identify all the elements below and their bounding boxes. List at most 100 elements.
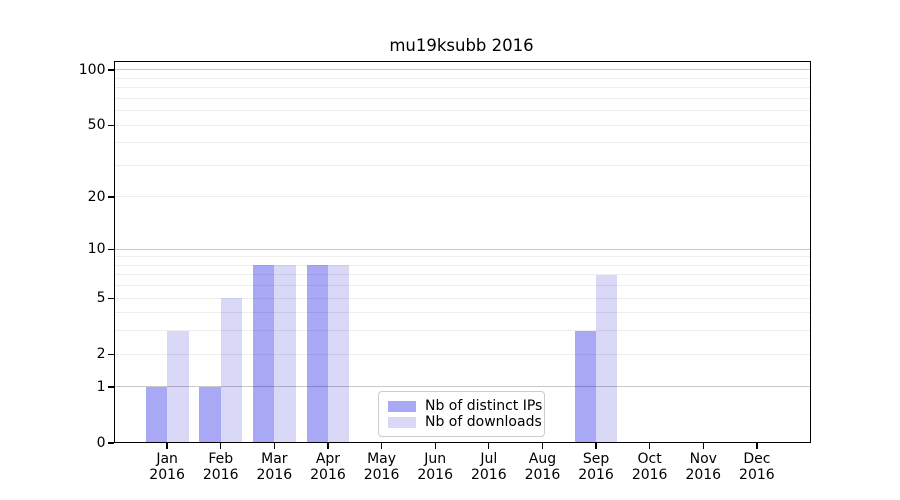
legend-swatch-downloads xyxy=(388,416,416,428)
y-gridline-minor xyxy=(113,196,811,198)
x-tick-label-line: Aug xyxy=(528,451,557,467)
x-tick-label: Dec 2016 xyxy=(722,451,792,483)
x-tick-label-line: 2016 xyxy=(202,467,239,483)
x-tick-label: Jan 2016 xyxy=(132,451,202,483)
x-tick-label-line: Apr xyxy=(315,451,341,467)
x-tick-label: Feb 2016 xyxy=(186,451,256,483)
y-tick xyxy=(107,248,114,250)
x-tick-label-line: Jun xyxy=(424,451,447,467)
y-gridline-minor xyxy=(113,110,811,112)
x-tick-label-line: Sep xyxy=(582,451,610,467)
bar-downloads xyxy=(327,265,350,443)
bar-downloads xyxy=(167,330,189,443)
x-tick-label: May 2016 xyxy=(347,451,417,483)
x-tick-label: Apr 2016 xyxy=(293,451,363,483)
legend-item-downloads: Nb of downloads xyxy=(388,414,542,430)
x-tick-label-line: Nov xyxy=(689,451,717,467)
y-tick xyxy=(107,69,114,71)
x-tick xyxy=(649,443,651,449)
x-tick xyxy=(756,443,758,449)
y-tick xyxy=(107,297,114,299)
y-gridline-major xyxy=(113,386,811,388)
bar-distinct-ips xyxy=(145,386,168,443)
y-tick-label: 0 xyxy=(96,435,106,451)
y-tick xyxy=(107,196,114,198)
x-tick-label-line: 2016 xyxy=(631,467,668,483)
y-gridline-minor xyxy=(113,312,811,314)
x-tick xyxy=(273,443,275,449)
y-gridline-major xyxy=(113,69,811,71)
x-tick-label-line: 2016 xyxy=(256,467,293,483)
x-tick xyxy=(541,443,544,449)
y-gridline-minor xyxy=(113,297,811,299)
bar-distinct-ips xyxy=(199,386,221,443)
y-gridline-minor xyxy=(113,264,811,266)
legend-label-distinct-ips: Nb of distinct IPs xyxy=(425,398,543,414)
y-gridline-minor xyxy=(113,256,811,258)
x-tick-label-line: 2016 xyxy=(578,467,614,483)
legend-swatch-distinct-ips xyxy=(388,400,416,412)
y-gridline-minor xyxy=(113,330,811,332)
x-tick xyxy=(220,443,222,449)
y-gridline-minor xyxy=(113,77,811,79)
y-gridline-major xyxy=(113,248,811,250)
bar-downloads xyxy=(596,274,618,443)
x-tick-label-line: Oct xyxy=(637,451,662,467)
bar-downloads xyxy=(274,265,296,443)
x-tick-label-line: May xyxy=(367,451,397,467)
x-tick-label-line: 2016 xyxy=(363,467,400,483)
y-tick xyxy=(107,124,114,126)
x-tick-label-line: Feb xyxy=(208,451,234,467)
x-tick-label-line: 2016 xyxy=(149,467,185,483)
y-tick-label: 100 xyxy=(78,61,106,78)
x-tick xyxy=(434,443,436,449)
x-tick-label-line: Jan xyxy=(156,451,178,467)
chart-title: mu19ksubb 2016 xyxy=(389,36,534,55)
x-tick-label-line: Dec xyxy=(743,451,771,467)
y-tick-label: 50 xyxy=(87,117,106,134)
y-tick-label: 10 xyxy=(87,241,106,258)
x-tick xyxy=(702,443,704,449)
x-tick-label: Mar 2016 xyxy=(239,451,309,483)
y-tick xyxy=(107,442,114,444)
x-tick-label-line: Mar xyxy=(261,451,288,467)
plot-area xyxy=(113,61,811,443)
legend: Nb of distinct IPs Nb of downloads xyxy=(378,391,545,437)
y-tick xyxy=(107,353,114,355)
x-tick-label: Nov 2016 xyxy=(668,451,738,483)
x-tick xyxy=(595,443,597,449)
x-tick-label: Jul 2016 xyxy=(454,451,524,483)
y-tick-label: 5 xyxy=(96,290,106,307)
bar-downloads xyxy=(220,298,243,443)
legend-label-downloads: Nb of downloads xyxy=(425,414,542,430)
x-tick-label-line: 2016 xyxy=(310,467,346,483)
x-tick xyxy=(166,443,168,449)
x-tick-label: Aug 2016 xyxy=(507,451,577,483)
y-gridline-minor xyxy=(113,274,811,276)
y-tick-label: 1 xyxy=(96,378,106,395)
x-tick-label-line: 2016 xyxy=(739,467,775,483)
x-tick-label-line: Jul xyxy=(480,451,498,467)
y-gridline-minor xyxy=(113,142,811,144)
x-tick-label: Oct 2016 xyxy=(615,451,685,483)
y-tick xyxy=(107,386,114,388)
y-gridline-minor xyxy=(113,285,811,287)
y-gridline-minor xyxy=(113,97,811,99)
x-tick-label-line: 2016 xyxy=(685,467,722,483)
bar-distinct-ips xyxy=(252,265,275,443)
y-tick-label: 20 xyxy=(87,188,106,205)
x-tick-label-line: 2016 xyxy=(524,467,561,483)
y-gridline-minor xyxy=(113,353,811,355)
x-tick-label-line: 2016 xyxy=(470,467,507,483)
x-tick xyxy=(327,443,329,449)
x-tick-label-line: 2016 xyxy=(417,467,453,483)
bar-distinct-ips xyxy=(574,330,597,443)
legend-item-distinct-ips: Nb of distinct IPs xyxy=(388,398,542,414)
x-tick xyxy=(488,443,490,449)
y-gridline-minor xyxy=(113,164,811,166)
y-tick-label: 2 xyxy=(96,346,106,363)
x-tick xyxy=(380,443,383,449)
y-gridline-minor xyxy=(113,124,811,126)
bar-distinct-ips xyxy=(306,265,328,443)
